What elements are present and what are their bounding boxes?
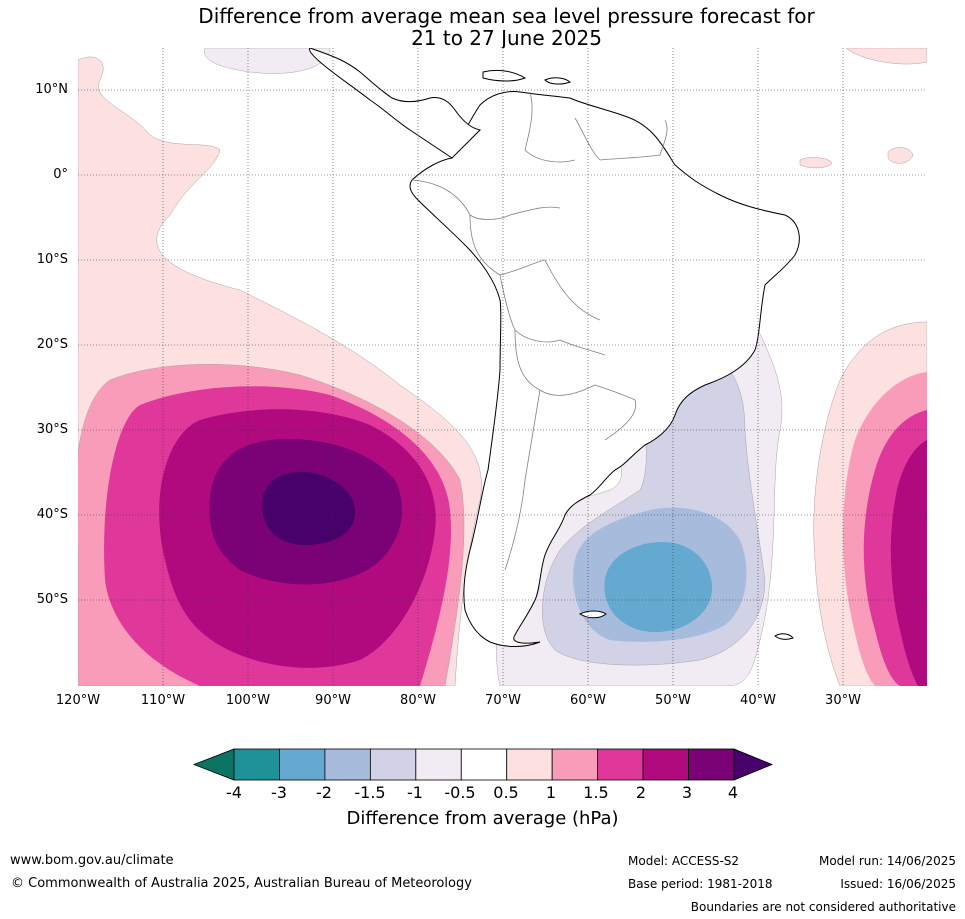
colorbar-swatch	[688, 748, 735, 781]
colorbar-tick-label: -0.5	[444, 783, 476, 802]
model-text: Model: ACCESS-S2	[628, 854, 740, 868]
south-america-land	[409, 91, 800, 647]
lat-label-30s: 30°S	[36, 422, 68, 437]
colorbar-tick-label: 1.5	[583, 783, 609, 802]
lon-label-80w: 80°W	[400, 693, 436, 708]
contour-pos-0.5-north	[799, 48, 927, 169]
contour-pos-2-satlantic	[890, 440, 927, 686]
colorbar-swatch	[233, 748, 280, 781]
website-link[interactable]: www.bom.gov.au/climate	[10, 853, 174, 868]
colorbar-tick-label: -4	[226, 783, 242, 802]
contour-neg-2-atlantic	[604, 541, 713, 633]
colorbar-title: Difference from average (hPa)	[346, 808, 619, 829]
caribbean-islands	[482, 69, 572, 85]
falkland-islands	[578, 610, 607, 619]
title-line-1: Difference from average mean sea level p…	[198, 4, 815, 28]
lat-label-40s: 40°S	[36, 507, 68, 522]
lat-label-20s: 20°S	[36, 337, 68, 352]
anomaly-field	[78, 48, 927, 686]
copyright-text: © Commonwealth of Australia 2025, Austra…	[11, 876, 472, 891]
colorbar-tick-label: -3	[271, 783, 287, 802]
colorbar-swatch	[551, 748, 599, 781]
south-georgia	[774, 633, 794, 640]
lon-label-120w: 120°W	[55, 693, 101, 708]
colorbar-tick-label: -1.5	[354, 783, 386, 802]
central-america-land	[309, 48, 482, 159]
colorbar-swatch	[279, 748, 326, 781]
colorbar-swatch	[597, 748, 644, 781]
model-run-text: Model run: 14/06/2025	[818, 854, 956, 868]
lat-label-50s: 50°S	[36, 592, 68, 607]
colorbar-tick-label: 2	[635, 783, 647, 802]
lon-label-70w: 70°W	[485, 693, 521, 708]
lon-label-40w: 40°W	[740, 693, 776, 708]
lat-label-10n: 10°N	[35, 82, 68, 97]
colorbar-extend-high	[733, 748, 774, 781]
colorbar-swatch	[642, 748, 689, 781]
lon-label-90w: 90°W	[315, 693, 351, 708]
lat-label-0: 0°	[53, 167, 68, 182]
colorbar-swatch	[369, 748, 417, 781]
lon-label-110w: 110°W	[140, 693, 186, 708]
colorbar	[192, 748, 774, 781]
contour-pos-4-pacific	[262, 471, 355, 545]
colorbar-tick-label: 4	[727, 783, 739, 802]
colorbar-swatch	[415, 748, 462, 781]
issued-text: Issued: 16/06/2025	[840, 877, 956, 891]
title-line-2: 21 to 27 June 2025	[411, 26, 602, 50]
colorbar-swatch	[506, 748, 553, 781]
colorbar-swatch	[460, 748, 508, 781]
lon-label-100w: 100°W	[225, 693, 271, 708]
base-period-text: Base period: 1981-2018	[628, 877, 773, 891]
colorbar-tick-label: 1	[545, 783, 557, 802]
disclaimer-text: Boundaries are not considered authoritat…	[690, 900, 956, 914]
colorbar-tick-label: -2	[316, 783, 332, 802]
graticule	[78, 48, 927, 686]
colorbar-tick-label: 3	[681, 783, 693, 802]
lat-label-10s: 10°S	[36, 252, 68, 267]
colorbar-swatch	[324, 748, 371, 781]
colorbar-extend-low	[192, 748, 235, 781]
lon-label-30w: 30°W	[825, 693, 861, 708]
lon-label-60w: 60°W	[570, 693, 606, 708]
colorbar-tick-label: -1	[407, 783, 423, 802]
colorbar-tick-label: 0.5	[493, 783, 519, 802]
lon-label-50w: 50°W	[655, 693, 691, 708]
